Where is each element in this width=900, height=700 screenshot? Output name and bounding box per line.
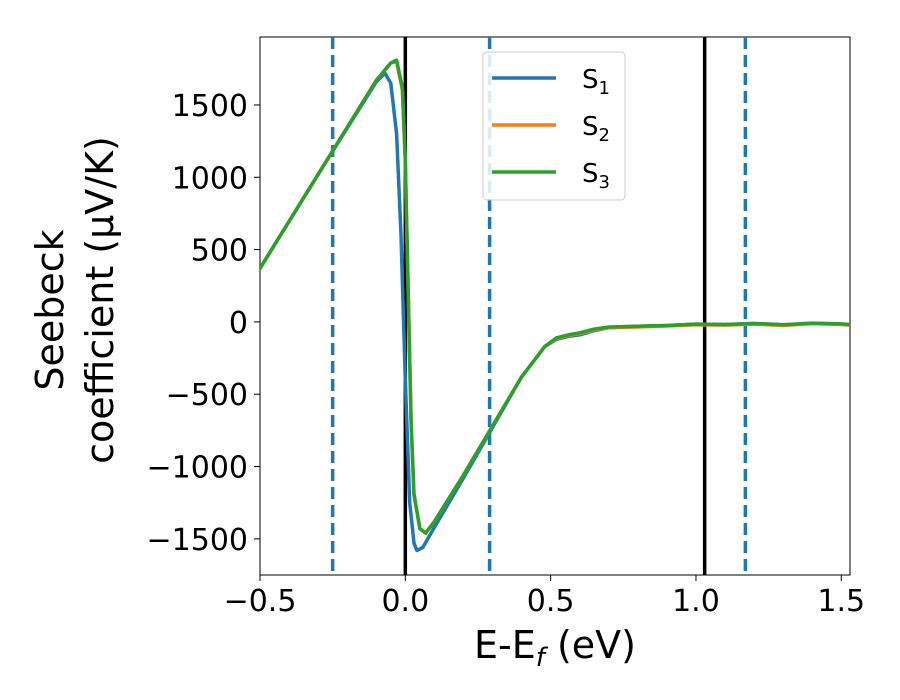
y-axis-label-line1: Seebeck [28, 229, 72, 390]
x-tick-label: 1.5 [817, 584, 865, 619]
y-tick-label: −500 [166, 378, 248, 413]
y-tick-label: 1000 [172, 161, 248, 196]
legend-label-s1: S1 [582, 65, 610, 99]
tick-layer: −0.5 0.0 0.5 1.0 1.5 −1500 −1000 −500 0 500 1000 15… [147, 89, 866, 619]
x-tick-label: 0.5 [527, 584, 575, 619]
x-tick-label: −0.5 [224, 584, 297, 619]
x-axis-label: E-Ef (eV) [474, 623, 636, 673]
series-line-s3 [260, 58, 850, 535]
x-tick-label: 0.0 [381, 584, 429, 619]
y-tick-label: 500 [191, 234, 248, 269]
data-layer [260, 37, 850, 575]
y-tick-label: 1500 [172, 89, 248, 124]
legend: S1 S2 S3 [482, 51, 626, 201]
y-tick-label: 0 [229, 306, 248, 341]
y-axis-label: Seebeck coefficient (μV/K) [28, 136, 122, 464]
y-tick-label: −1500 [147, 523, 248, 558]
y-tick-label: −1000 [147, 451, 248, 486]
legend-label-s3: S3 [582, 159, 610, 193]
x-tick-label: 1.0 [672, 584, 720, 619]
y-axis-label-line2: coefficient (μV/K) [78, 136, 122, 464]
legend-label-s2: S2 [582, 112, 610, 146]
